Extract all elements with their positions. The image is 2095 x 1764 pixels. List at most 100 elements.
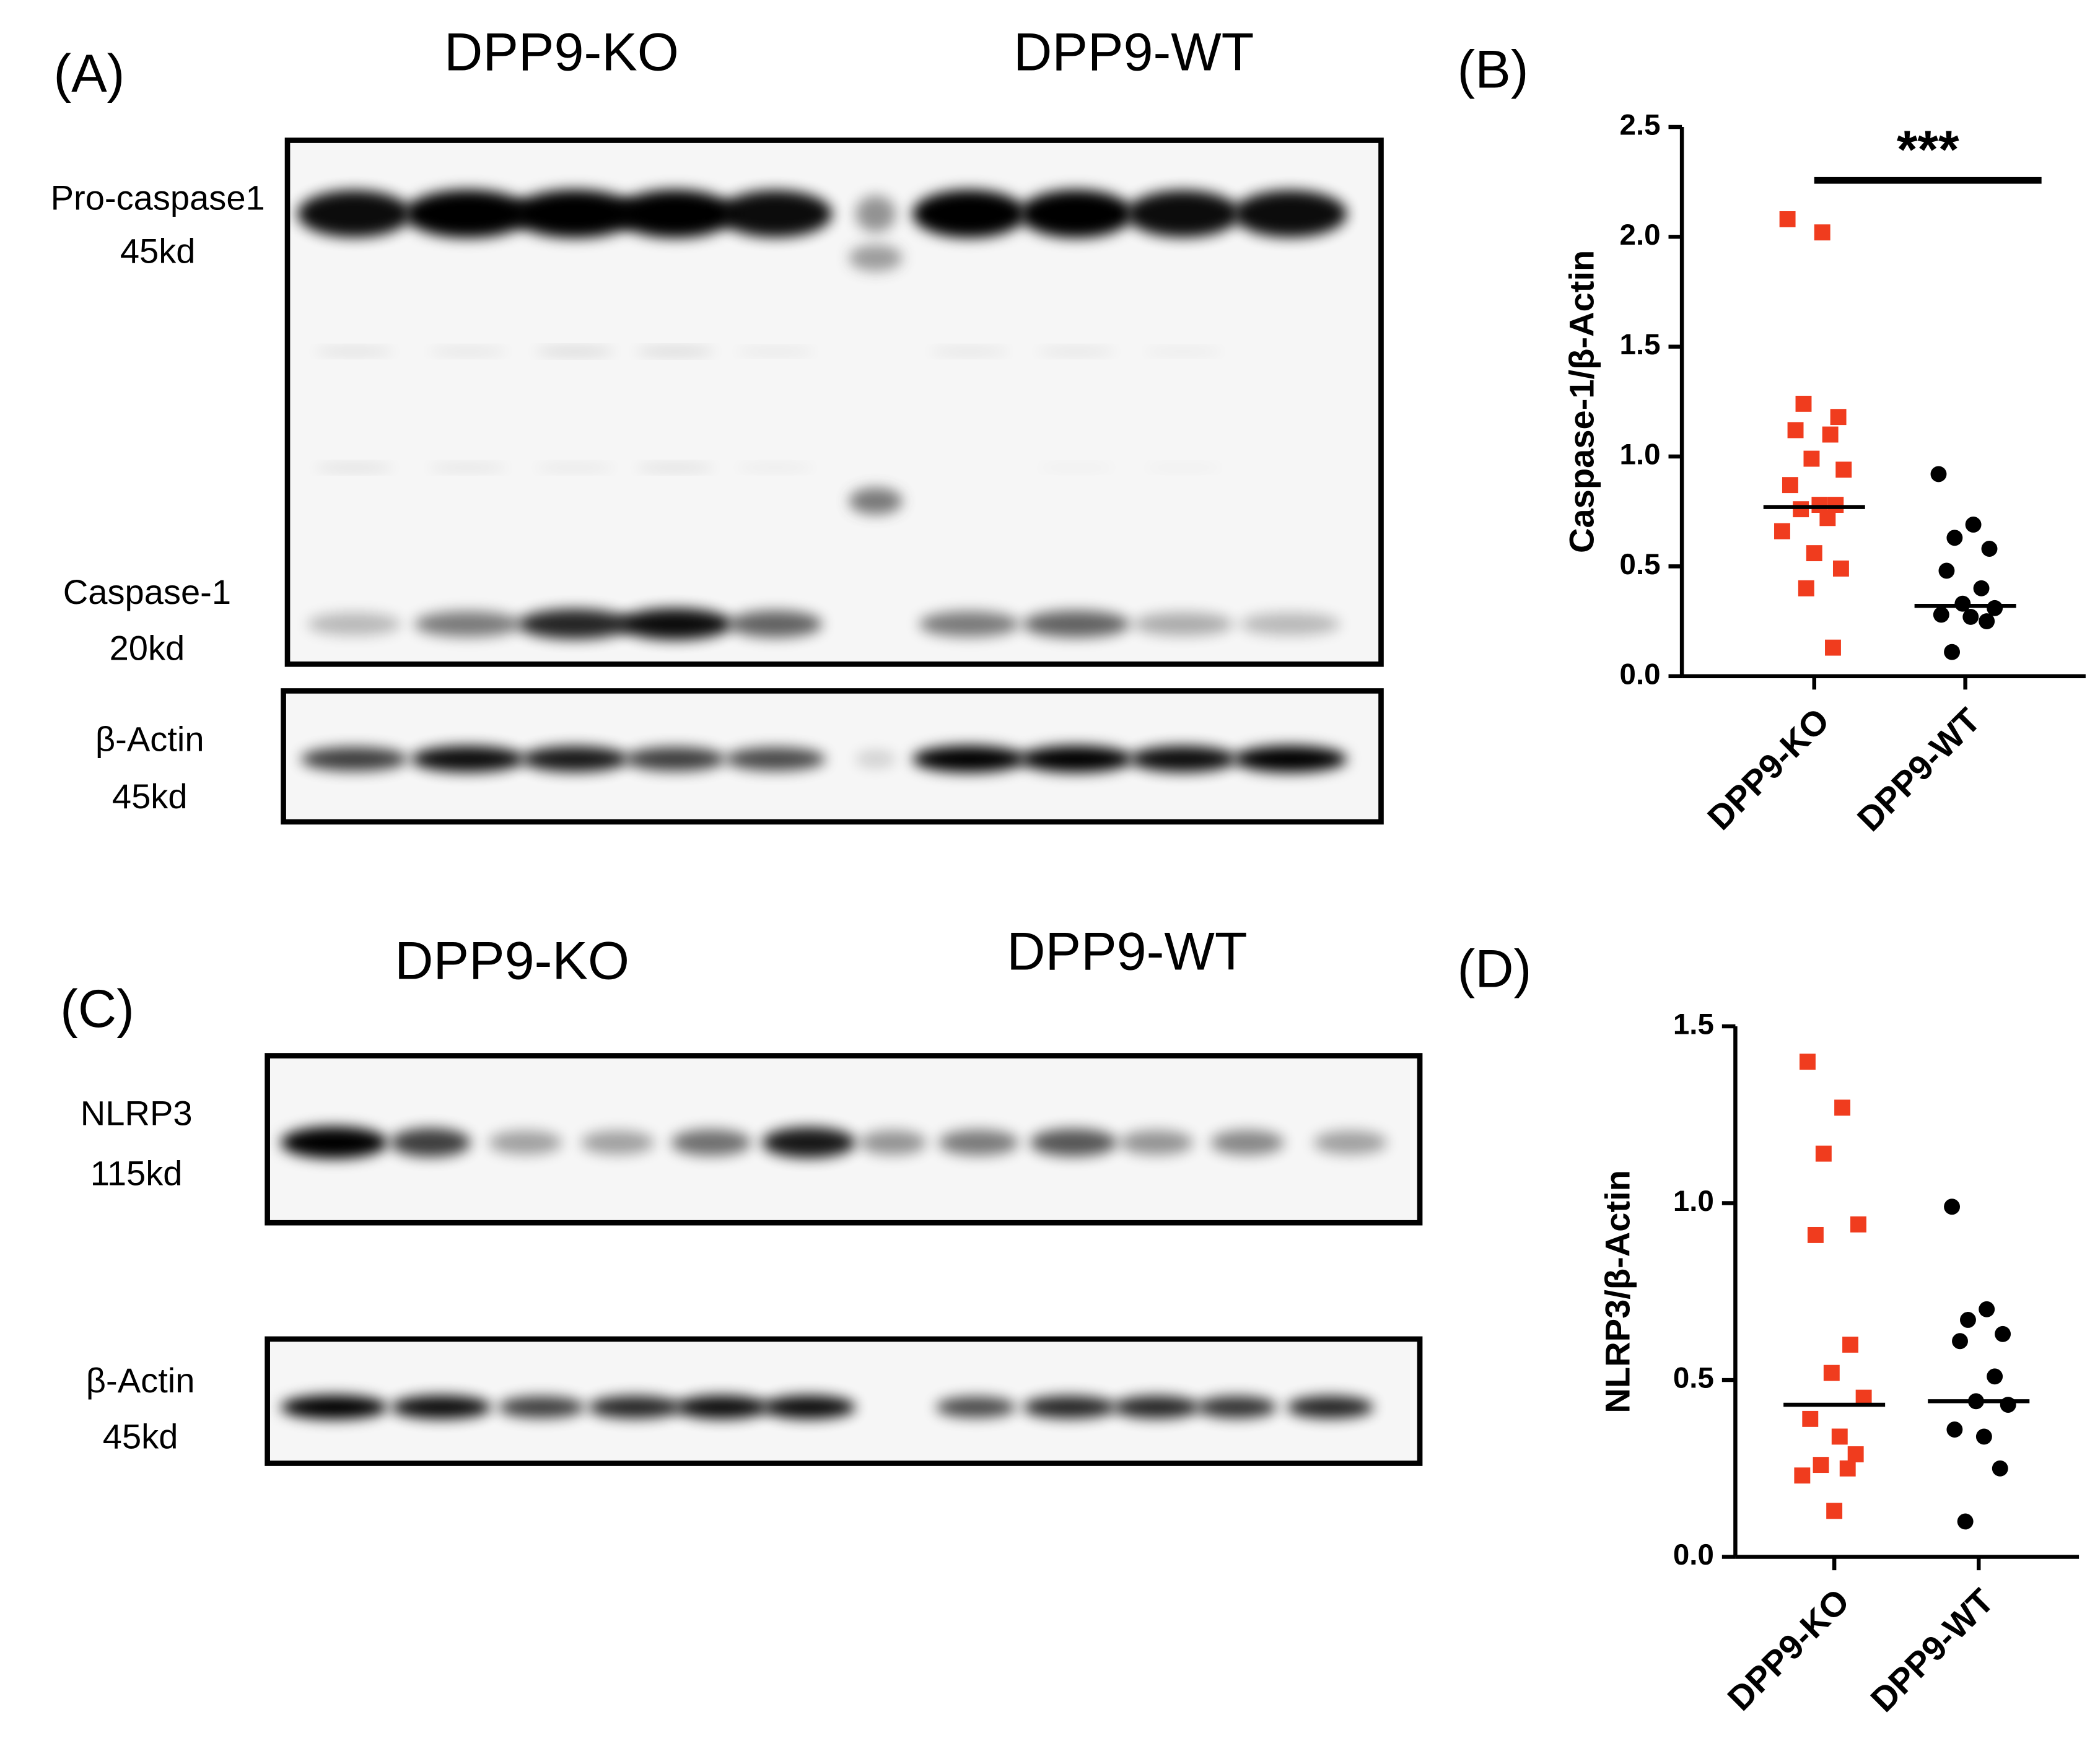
point [1973,580,1990,596]
band [919,611,1020,637]
band-size: 20kd [110,629,185,668]
band [1023,1395,1117,1419]
band [728,610,823,638]
point [1842,1337,1858,1353]
band [1210,1130,1285,1155]
point [1987,1368,2003,1385]
point [1795,395,1812,412]
panel-label: (C) [60,979,134,1039]
band [725,747,826,771]
point [1960,1312,1976,1328]
band [535,465,615,471]
point [1803,450,1820,467]
band [624,747,725,771]
y-tick-label: 0.0 [1673,1539,1714,1571]
point [1965,517,1982,533]
band [314,349,395,354]
point [1957,1513,1974,1530]
band [1313,1130,1388,1155]
band [497,1396,585,1418]
panel-label: (B) [1458,40,1529,99]
band [1240,613,1341,635]
band [1129,746,1237,772]
point [1794,1467,1811,1484]
band [1196,1396,1277,1418]
point [1839,1460,1856,1477]
x-tick-label: DPP9-KO [1720,1581,1857,1718]
band [1119,1130,1194,1155]
point [1813,1457,1829,1474]
x-tick-label: DPP9-WT [1863,1581,2001,1719]
significance-label: *** [1897,120,1959,180]
band-name: β-Actin [95,719,204,758]
x-tick-label: DPP9-WT [1850,701,1988,839]
point [1946,1421,1963,1438]
band [762,1395,856,1419]
point [1798,580,1814,596]
band [1143,349,1223,354]
band [281,1126,388,1159]
point [1815,1145,1832,1162]
band [912,745,1026,773]
band [618,608,732,640]
band [855,195,896,232]
band [935,1396,1017,1418]
band [635,349,715,354]
band [762,1127,856,1158]
marker-band [849,244,903,271]
band [300,747,408,771]
point [2000,1397,2016,1413]
point [1819,510,1836,526]
point [1802,1410,1819,1427]
y-tick-label: 1.0 [1620,439,1661,471]
band [1019,190,1134,238]
point [1806,545,1822,562]
point [1807,1226,1824,1243]
band-name: NLRP3 [81,1093,193,1132]
point [1995,1325,2011,1342]
point [1830,409,1847,426]
point [1847,1446,1864,1462]
point [1823,1364,1840,1381]
band [404,190,531,238]
band [427,349,509,354]
point [1979,1301,1995,1317]
point [1800,1054,1816,1070]
band [671,1129,751,1156]
group-label: DPP9-KO [444,22,679,82]
point [1962,609,1979,625]
band [427,465,509,471]
point [1946,530,1963,546]
band [580,1130,655,1155]
y-tick-label: 0.5 [1620,548,1661,581]
y-tick-label: 0.0 [1620,658,1661,691]
marker-band [849,487,903,515]
point [1992,1460,2008,1477]
point [1850,1216,1866,1233]
band [411,746,525,772]
band [1287,1395,1374,1419]
band [535,349,615,354]
band [938,1130,1019,1156]
point [1944,644,1961,660]
point [1835,461,1852,478]
y-tick-label: 2.0 [1620,219,1661,251]
band-name: Caspase-1 [63,572,231,611]
band [1036,349,1117,354]
band [488,1130,562,1155]
point [1814,224,1830,241]
band [859,1130,927,1155]
y-tick-label: 0.5 [1673,1362,1714,1395]
band [635,465,715,471]
point [1832,560,1849,577]
point [1774,523,1790,539]
band [735,465,816,471]
point [1826,1503,1843,1519]
band [1126,190,1240,238]
point [1831,1428,1848,1445]
band [1233,745,1347,773]
point [1834,1099,1851,1116]
point [1952,1333,1968,1350]
point [1793,501,1809,518]
band [297,190,411,238]
